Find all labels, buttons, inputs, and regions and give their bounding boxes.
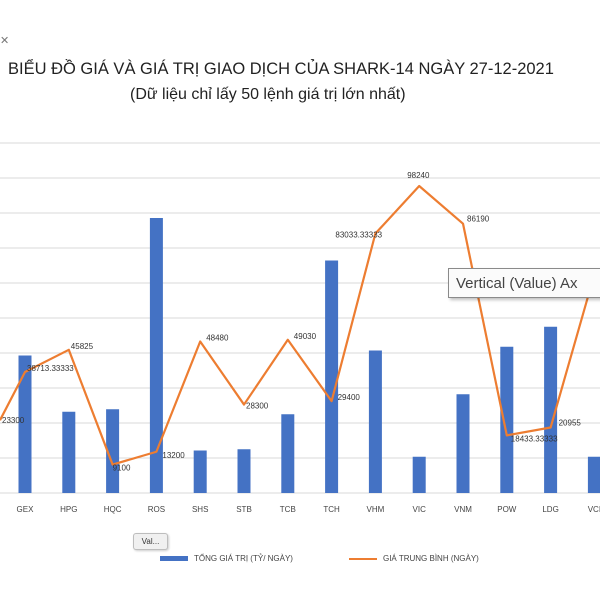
x-tick-label: HQC bbox=[104, 505, 122, 514]
bar bbox=[368, 350, 382, 493]
x-tick-label: VNM bbox=[454, 505, 472, 514]
data-label: 23300 bbox=[2, 416, 25, 425]
data-label: 86190 bbox=[467, 215, 490, 224]
x-tick-label: VHM bbox=[367, 505, 385, 514]
bar bbox=[149, 218, 163, 493]
x-tick-label: TCB bbox=[280, 505, 296, 514]
x-tick-label: LDG bbox=[542, 505, 558, 514]
data-label: 48480 bbox=[206, 334, 229, 343]
data-label: 45825 bbox=[71, 342, 94, 351]
x-tick-label: VCI bbox=[588, 505, 600, 514]
bar bbox=[193, 450, 207, 493]
x-tick-label: GEX bbox=[17, 505, 35, 514]
bar bbox=[412, 456, 426, 493]
data-label: 83033.33333 bbox=[335, 231, 382, 240]
data-label: 49030 bbox=[294, 332, 317, 341]
bar bbox=[237, 449, 251, 493]
bar bbox=[62, 411, 76, 493]
data-label: 28300 bbox=[246, 402, 269, 411]
bar bbox=[544, 326, 558, 493]
data-label: 20955 bbox=[559, 419, 582, 428]
x-tick-label: VIC bbox=[413, 505, 427, 514]
legend-item-line[interactable]: GIÁ TRUNG BÌNH (NGÀY) bbox=[348, 554, 479, 563]
x-tick-label: HPG bbox=[60, 505, 77, 514]
axis-tooltip: Vertical (Value) Ax bbox=[448, 268, 600, 298]
x-tick-label: TCH bbox=[323, 505, 340, 514]
data-label: 18433.33333 bbox=[511, 434, 558, 443]
value-field-button[interactable]: Val... bbox=[133, 533, 168, 550]
x-tick-label: POW bbox=[497, 505, 517, 514]
corner-mark: ✕ bbox=[0, 35, 10, 47]
data-label: 29400 bbox=[338, 393, 361, 402]
data-label: 13200 bbox=[162, 451, 185, 460]
x-tick-label: STB bbox=[236, 505, 252, 514]
bar bbox=[456, 394, 470, 493]
bar bbox=[587, 456, 600, 493]
bar bbox=[325, 260, 339, 493]
data-label: 9100 bbox=[113, 464, 131, 473]
bar bbox=[500, 346, 514, 493]
chart-legend: TỔNG GIÁ TRỊ (TỶ/ NGÀY) GIÁ TRUNG BÌNH (… bbox=[160, 554, 535, 563]
x-tick-label: ROS bbox=[148, 505, 165, 514]
legend-label-bar: TỔNG GIÁ TRỊ (TỶ/ NGÀY) bbox=[194, 554, 293, 563]
x-tick-label: SHS bbox=[192, 505, 208, 514]
line-series bbox=[0, 184, 600, 466]
chart-subtitle: (Dữ liệu chỉ lấy 50 lệnh giá trị lớn nhấ… bbox=[130, 86, 406, 103]
bar bbox=[106, 409, 120, 493]
legend-item-bar[interactable]: TỔNG GIÁ TRỊ (TỶ/ NGÀY) bbox=[160, 554, 293, 563]
data-label: 38713.33333 bbox=[27, 364, 74, 373]
legend-swatch-line bbox=[348, 557, 377, 560]
data-label: 98240 bbox=[407, 171, 430, 180]
bar bbox=[281, 414, 295, 493]
legend-swatch-bar bbox=[160, 556, 188, 561]
legend-label-line: GIÁ TRUNG BÌNH (NGÀY) bbox=[382, 554, 479, 563]
bar bbox=[18, 355, 32, 493]
